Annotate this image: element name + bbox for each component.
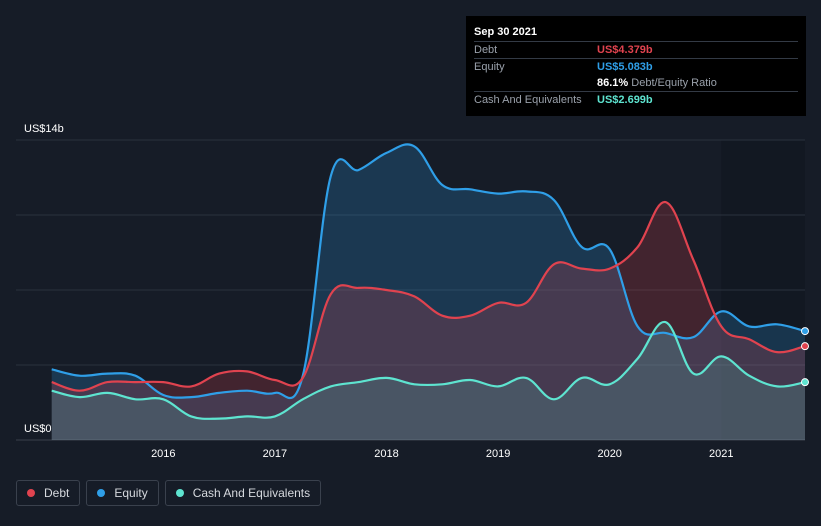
tooltip-ratio-row: 86.1% Debt/Equity Ratio [474,75,798,91]
tooltip-panel: Sep 30 2021 Debt US$4.379b Equity US$5.0… [466,16,806,116]
tooltip-debt-value: US$4.379b [597,44,653,56]
tooltip-cash-row: Cash And Equivalents US$2.699b [474,91,798,108]
x-tick-label: 2019 [486,448,510,460]
x-tick-label: 2021 [709,448,733,460]
x-tick-label: 2017 [263,448,287,460]
cash-dot-icon [175,489,184,497]
tooltip-date: Sep 30 2021 [474,26,537,38]
tooltip-ratio-label: Debt/Equity Ratio [631,77,717,89]
tooltip-equity-label: Equity [474,61,505,73]
debt-line [51,201,806,392]
legend-debt-label: Debt [44,486,70,500]
equity-dot-icon [97,489,106,497]
cash-line [51,320,806,420]
debt-dot-icon [27,489,35,497]
legend-item-debt[interactable]: Debt [16,480,81,506]
tooltip-cash-value: US$2.699b [597,94,653,106]
equity-line [51,143,806,400]
tooltip-ratio-value: 86.1% [597,77,629,89]
y-axis-label-min: US$0 [24,423,52,435]
equity-end-point [801,327,809,336]
cash-area [51,321,805,440]
tooltip-equity-value: US$5.083b [597,61,653,73]
legend: Debt Equity Cash And Equivalents [16,480,322,506]
tooltip-equity-row: Equity US$5.083b [474,58,798,75]
tooltip-debt-label: Debt [474,44,498,56]
cash-end-point [801,378,809,387]
equity-area [51,144,805,440]
legend-item-equity[interactable]: Equity [86,480,159,506]
tooltip-debt-row: Debt US$4.379b [474,41,798,58]
x-tick-label: 2016 [151,448,175,460]
tooltip-ratio: 86.1% Debt/Equity Ratio [597,75,717,91]
legend-equity-label: Equity [114,486,148,500]
x-tick-label: 2020 [597,448,621,460]
debt-end-point [801,342,809,351]
tooltip-cash-label: Cash And Equivalents [474,94,582,106]
legend-cash-label: Cash And Equivalents [192,486,311,500]
legend-item-cash[interactable]: Cash And Equivalents [164,480,322,506]
x-tick-label: 2018 [374,448,398,460]
y-axis-label-max: US$14b [24,123,64,135]
